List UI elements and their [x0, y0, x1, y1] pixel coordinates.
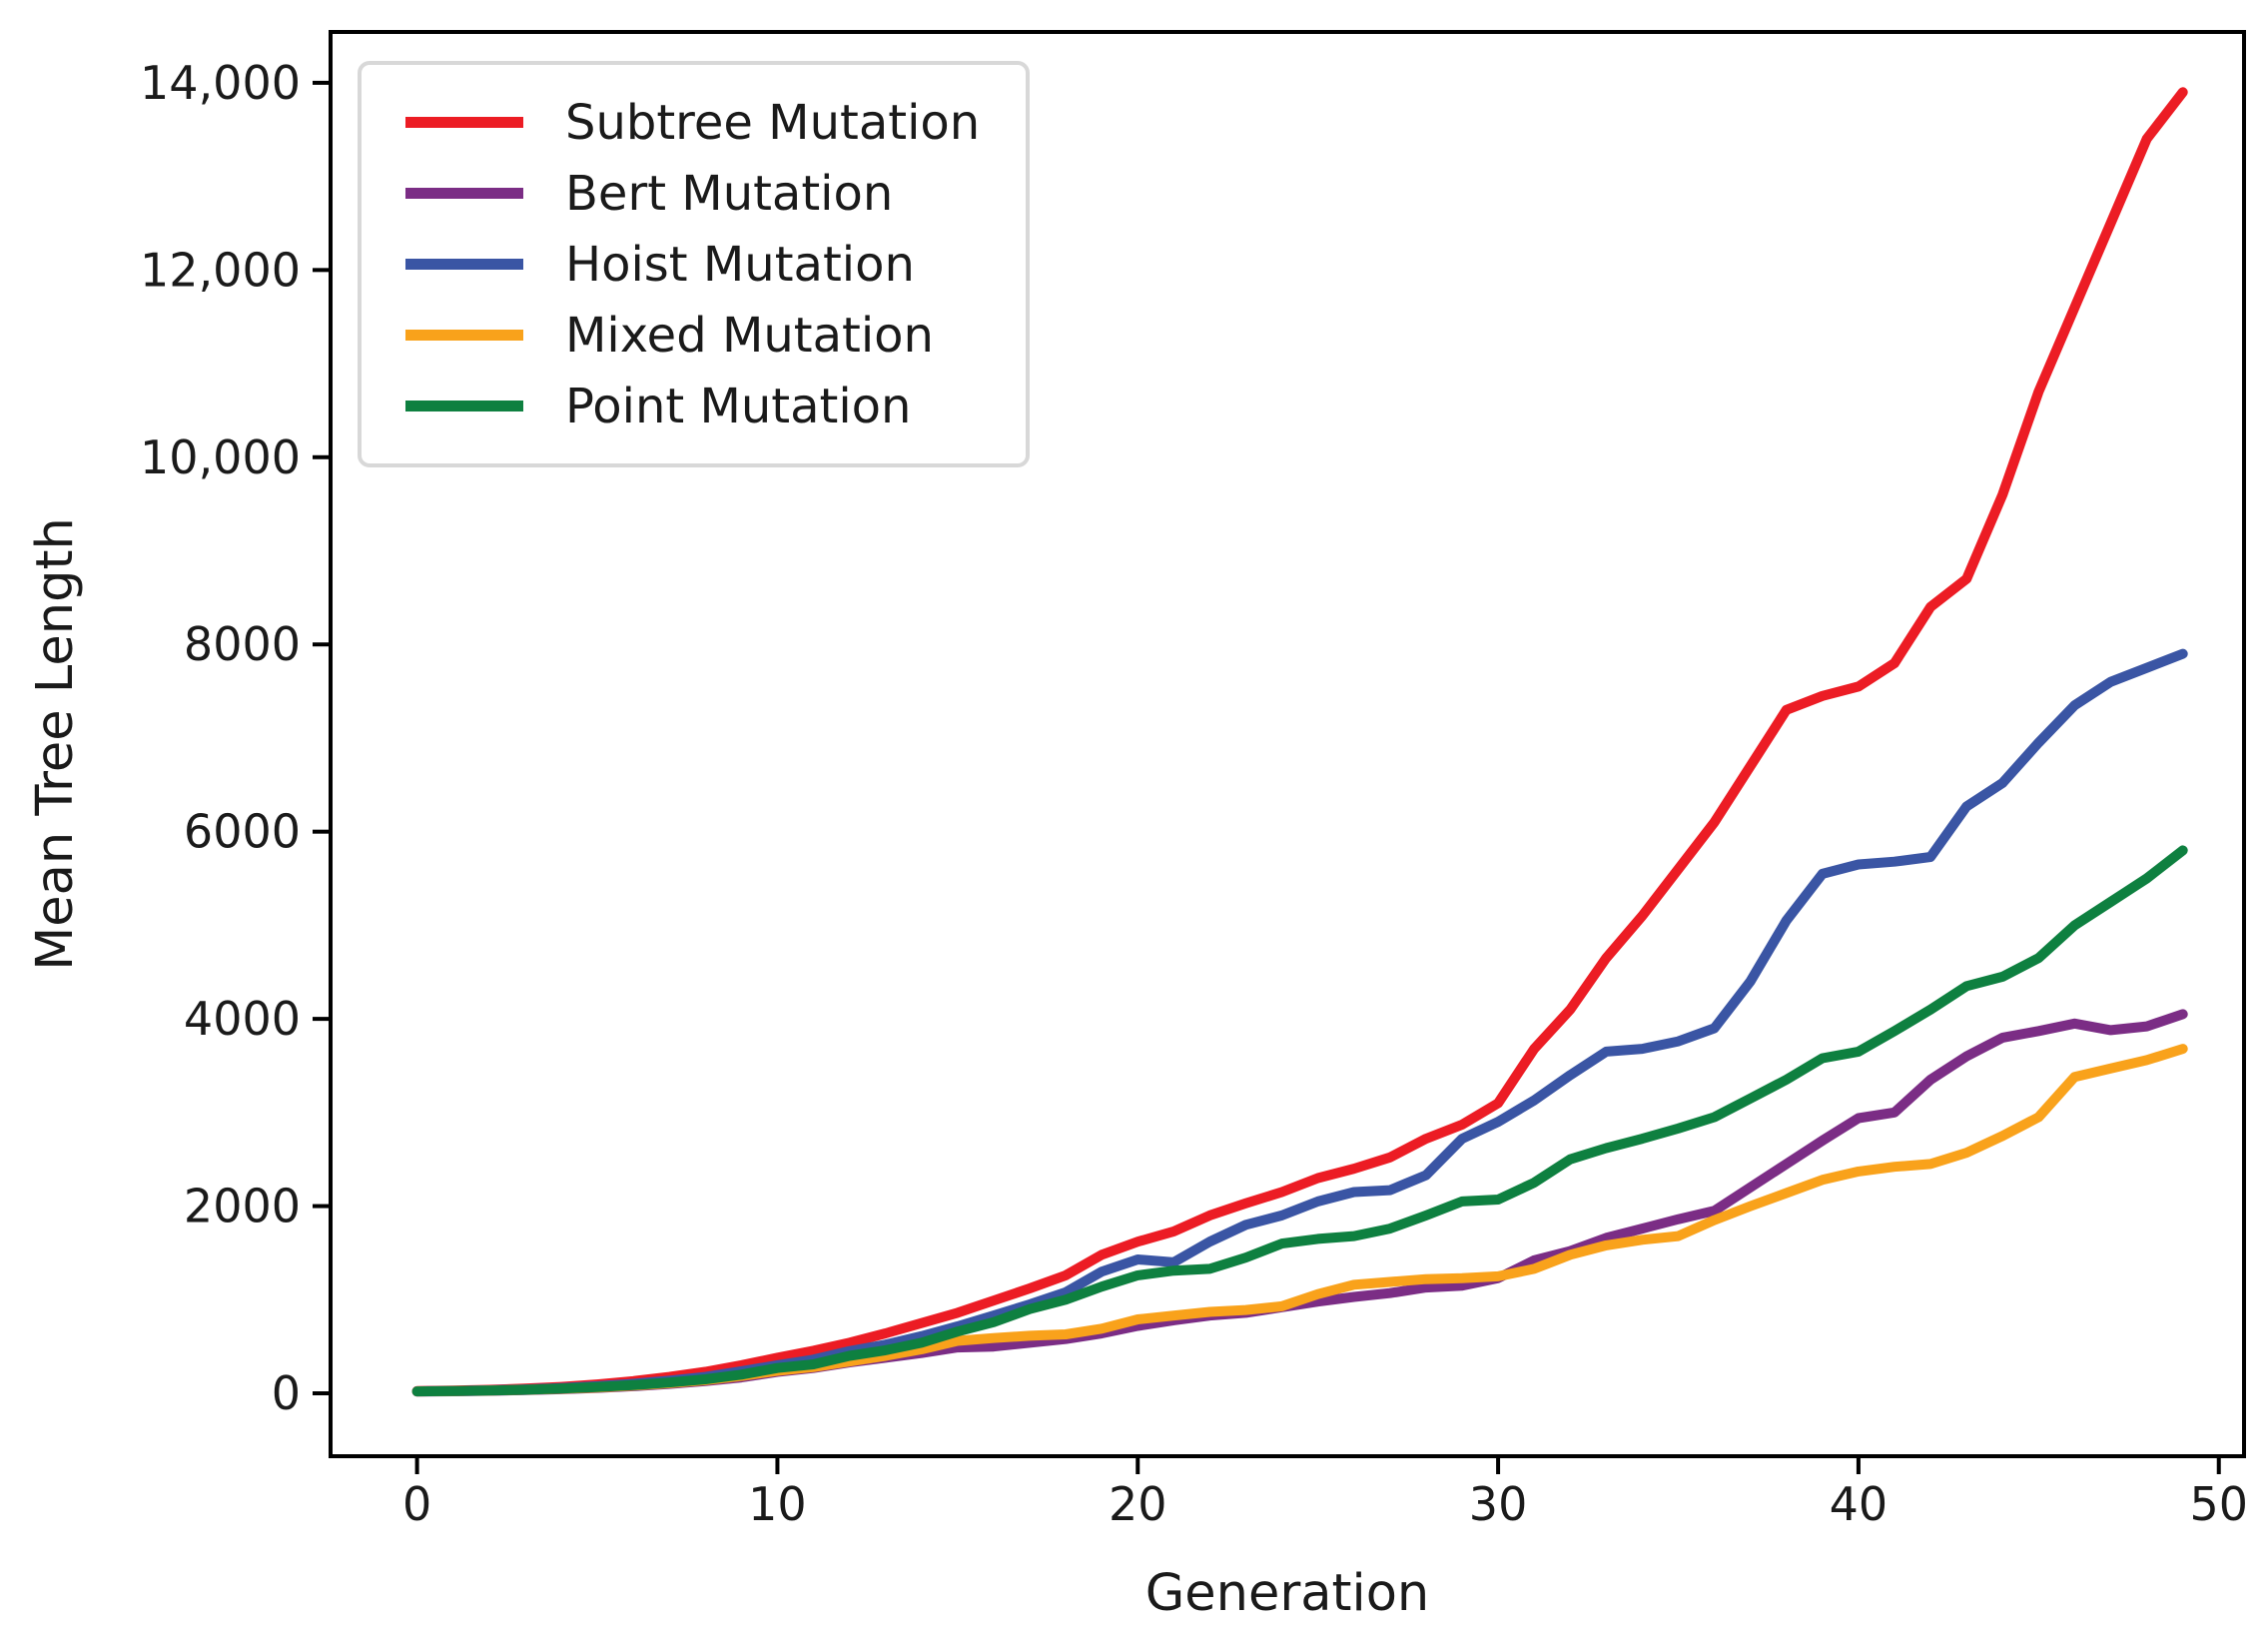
legend-item-point-mutation: Point Mutation — [362, 383, 1026, 430]
x-tick-label: 40 — [1830, 1477, 1889, 1531]
y-tick-label: 0 — [272, 1366, 301, 1420]
legend-item-hoist-mutation: Hoist Mutation — [362, 241, 1026, 289]
y-tick-label: 10,000 — [140, 430, 301, 484]
legend-item-mixed-mutation: Mixed Mutation — [362, 312, 1026, 360]
legend-swatch-hoist-mutation-icon — [405, 259, 523, 270]
legend-item-subtree-mutation: Subtree Mutation — [362, 99, 1026, 147]
x-tick-label: 10 — [748, 1477, 807, 1531]
x-tick-label: 20 — [1109, 1477, 1167, 1531]
line-mixed-mutation — [411, 1044, 2188, 1397]
x-axis-title: Generation — [1145, 1564, 1430, 1623]
legend-swatch-subtree-mutation-icon — [405, 117, 523, 128]
line-bert-mutation — [411, 1009, 2188, 1397]
legend-swatch-mixed-mutation-icon — [405, 330, 523, 341]
legend-label-bert-mutation: Bert Mutation — [565, 165, 894, 222]
legend-swatch-bert-mutation-icon — [405, 188, 523, 199]
legend-label-subtree-mutation: Subtree Mutation — [565, 94, 981, 151]
legend-label-hoist-mutation: Hoist Mutation — [565, 236, 915, 293]
legend-swatch-point-mutation-icon — [405, 401, 523, 411]
legend-item-bert-mutation: Bert Mutation — [362, 170, 1026, 218]
x-tick-label: 0 — [402, 1477, 431, 1531]
plot-border — [329, 30, 2246, 1458]
y-tick-label: 12,000 — [140, 243, 301, 297]
x-tick-label: 50 — [2189, 1477, 2248, 1531]
legend: Subtree Mutation Bert Mutation Hoist Mut… — [358, 61, 1030, 467]
x-tick-label: 30 — [1469, 1477, 1528, 1531]
y-tick-label: 14,000 — [140, 56, 301, 110]
y-tick-label: 8000 — [184, 617, 301, 671]
y-tick-label: 6000 — [184, 805, 301, 859]
y-axis-title: Mean Tree Length — [26, 517, 85, 971]
y-tick-label: 2000 — [184, 1180, 301, 1233]
line-subtree-mutation — [411, 87, 2188, 1396]
legend-label-point-mutation: Point Mutation — [565, 378, 912, 434]
y-tick-label: 4000 — [184, 992, 301, 1046]
line-point-mutation — [411, 845, 2188, 1397]
legend-label-mixed-mutation: Mixed Mutation — [565, 307, 934, 364]
